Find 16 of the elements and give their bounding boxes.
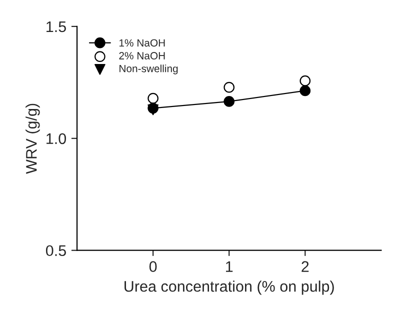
y-tick-label: 1.5 (46, 21, 66, 32)
point (300, 75, 311, 86)
x-axis-title: Urea concentration (% on pulp) (124, 280, 334, 295)
legend-label: 1% NaOH (119, 39, 165, 47)
y-tick-label: 1.0 (46, 133, 66, 144)
point (148, 92, 158, 104)
point (224, 82, 235, 93)
point (300, 85, 311, 96)
legend-label: 2% NaOH (119, 52, 165, 60)
x-tick-label: 0 (149, 261, 157, 272)
x-tick-label: 2 (302, 261, 309, 272)
legend-label: Non-swelling (120, 64, 178, 74)
x-tick-label: 1 (226, 261, 233, 272)
point (224, 96, 235, 107)
y-axis-title: WRV (g/g) (26, 104, 40, 174)
y-tick-label: 0.5 (46, 245, 66, 256)
